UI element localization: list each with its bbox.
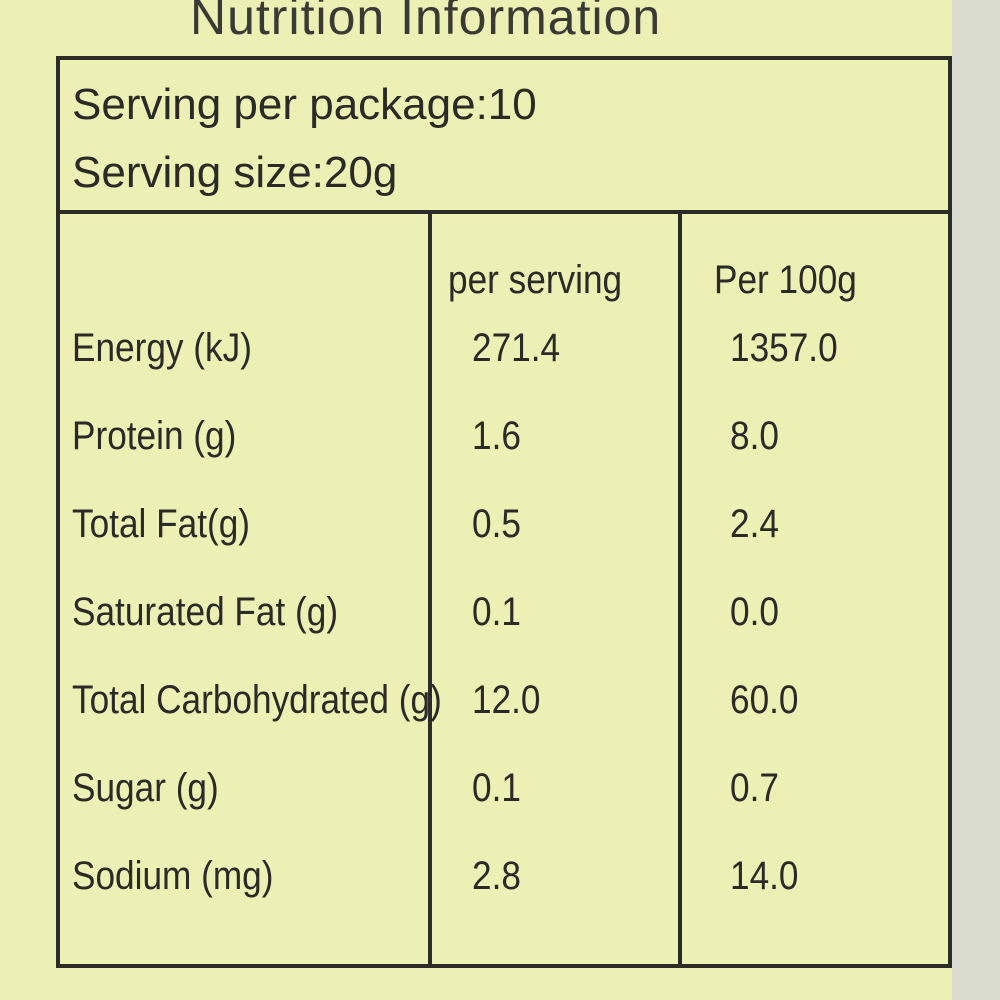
serving-size: Serving size:20g — [72, 148, 398, 197]
column-header: per serving — [448, 258, 623, 302]
nutrient-value: 1.6 — [472, 414, 521, 458]
label-frame — [56, 56, 952, 968]
nutrient-value: 0.0 — [730, 590, 779, 634]
nutrient-value: 8.0 — [730, 414, 779, 458]
nutrient-value: 12.0 — [472, 678, 541, 722]
nutrient-name: Protein (g) — [72, 414, 237, 458]
nutrient-name: Total Carbohydrated (g) — [72, 678, 442, 722]
separator — [56, 210, 952, 214]
nutrient-value: 14.0 — [730, 854, 799, 898]
nutrient-name: Energy (kJ) — [72, 326, 252, 370]
nutrient-name: Total Fat(g) — [72, 502, 251, 546]
nutrient-value: 60.0 — [730, 678, 799, 722]
nutrient-value: 271.4 — [472, 326, 561, 370]
nutrient-value: 2.8 — [472, 854, 521, 898]
nutrient-name: Sodium (mg) — [72, 854, 274, 898]
nutrient-value: 0.5 — [472, 502, 521, 546]
nutrient-value: 0.1 — [472, 766, 521, 810]
nutrient-name: Saturated Fat (g) — [72, 590, 339, 634]
nutrient-value: 0.1 — [472, 590, 521, 634]
nutrient-value: 1357.0 — [730, 326, 838, 370]
column-header: Per 100g — [714, 258, 857, 302]
label-title: Nutrition Information — [190, 0, 662, 45]
nutrient-value: 0.7 — [730, 766, 779, 810]
serving-per-package: Serving per package:10 — [72, 80, 537, 129]
column-divider — [428, 212, 432, 968]
nutrient-value: 2.4 — [730, 502, 779, 546]
column-divider — [678, 212, 682, 968]
nutrient-name: Sugar (g) — [72, 766, 219, 810]
background-edge — [952, 0, 1000, 1000]
